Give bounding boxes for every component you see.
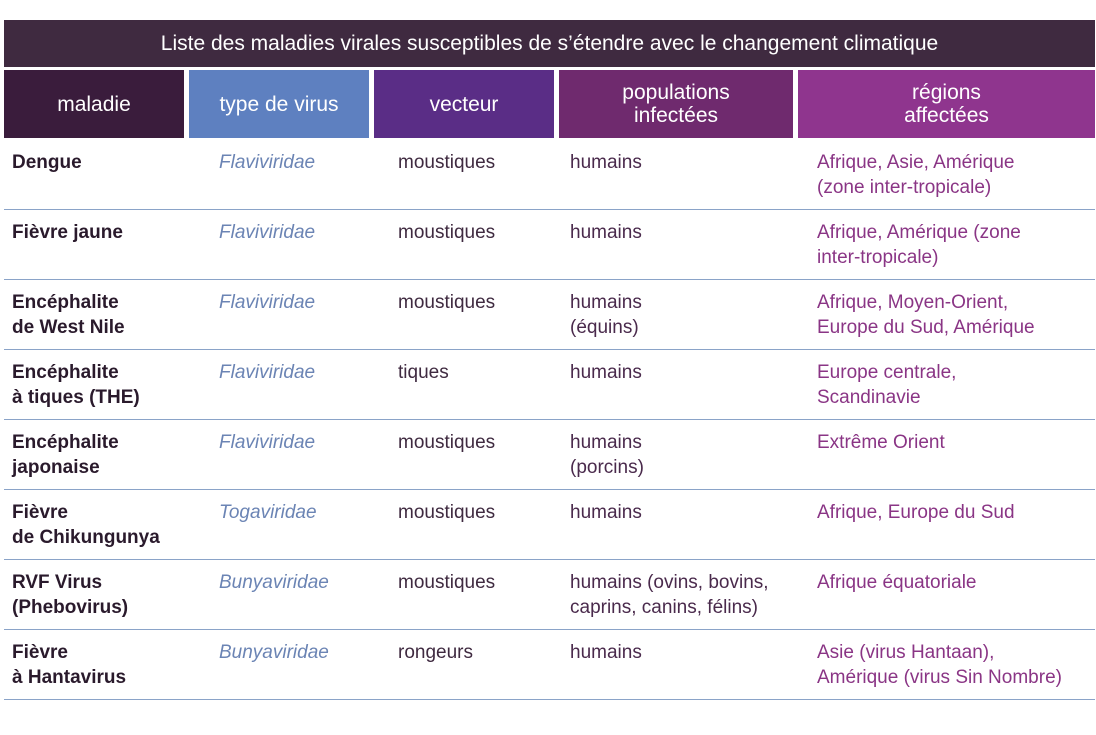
cell-populations: humains <box>570 362 642 383</box>
cell-maladie: Fièvre de Chikungunya <box>12 502 160 548</box>
cell-maladie: RVF Virus (Phebovirus) <box>12 572 129 618</box>
table-row: Encéphalite de West Nile Flaviviridae mo… <box>4 280 1095 350</box>
cell-maladie: Encéphalite de West Nile <box>12 292 125 338</box>
table-title: Liste des maladies virales susceptibles … <box>4 20 1095 67</box>
cell-regions: Afrique, Moyen-Orient, Europe du Sud, Am… <box>817 292 1035 338</box>
header-populations-infectees: populations infectées <box>559 70 793 138</box>
cell-maladie: Dengue <box>12 152 82 173</box>
cell-type-de-virus: Flaviviridae <box>219 152 316 173</box>
cell-populations: humains <box>570 152 642 173</box>
table-row: RVF Virus (Phebovirus) Bunyaviridae mous… <box>4 560 1095 630</box>
cell-populations: humains <box>570 642 642 663</box>
cell-type-de-virus: Togaviridae <box>219 502 317 523</box>
cell-vecteur: tiques <box>398 362 449 383</box>
cell-maladie: Fièvre à Hantavirus <box>12 642 127 688</box>
cell-populations: humains (équins) <box>570 292 642 338</box>
table-body: Dengue Flaviviridae moustiques humains A… <box>4 140 1095 700</box>
cell-vecteur: moustiques <box>398 222 496 243</box>
table-row: Fièvre de Chikungunya Togaviridae mousti… <box>4 490 1095 560</box>
cell-regions: Afrique équatoriale <box>817 572 977 593</box>
cell-type-de-virus: Flaviviridae <box>219 432 316 453</box>
cell-regions: Extrême Orient <box>817 432 945 453</box>
cell-type-de-virus: Flaviviridae <box>219 292 316 313</box>
cell-populations: humains <box>570 502 642 523</box>
cell-regions: Afrique, Europe du Sud <box>817 502 1015 523</box>
table-row: Fièvre à Hantavirus Bunyaviridae rongeur… <box>4 630 1095 700</box>
cell-vecteur: moustiques <box>398 432 496 453</box>
cell-regions: Asie (virus Hantaan), Amérique (virus Si… <box>817 642 1062 688</box>
cell-regions: Afrique, Asie, Amérique (zone inter-trop… <box>817 152 1015 198</box>
header-type-de-virus: type de virus <box>189 70 369 138</box>
cell-populations: humains (ovins, bovins, caprins, canins,… <box>570 572 769 618</box>
cell-vecteur: moustiques <box>398 502 496 523</box>
table-row: Dengue Flaviviridae moustiques humains A… <box>4 140 1095 210</box>
cell-populations: humains <box>570 222 642 243</box>
cell-vecteur: rongeurs <box>398 642 473 663</box>
cell-type-de-virus: Flaviviridae <box>219 222 316 243</box>
table-row: Encéphalite japonaise Flaviviridae moust… <box>4 420 1095 490</box>
header-vecteur: vecteur <box>374 70 554 138</box>
cell-maladie: Encéphalite japonaise <box>12 432 119 478</box>
cell-regions: Europe centrale, Scandinavie <box>817 362 957 408</box>
table-row: Fièvre jaune Flaviviridae moustiques hum… <box>4 210 1095 280</box>
cell-populations: humains (porcins) <box>570 432 644 478</box>
cell-maladie: Fièvre jaune <box>12 222 123 243</box>
cell-vecteur: moustiques <box>398 572 496 593</box>
cell-type-de-virus: Bunyaviridae <box>219 572 329 593</box>
cell-type-de-virus: Flaviviridae <box>219 362 316 383</box>
cell-vecteur: moustiques <box>398 292 496 313</box>
cell-maladie: Encéphalite à tiques (THE) <box>12 362 140 408</box>
cell-type-de-virus: Bunyaviridae <box>219 642 329 663</box>
table-row: Encéphalite à tiques (THE) Flaviviridae … <box>4 350 1095 420</box>
header-maladie: maladie <box>4 70 184 138</box>
cell-vecteur: moustiques <box>398 152 496 173</box>
cell-regions: Afrique, Amérique (zone inter-tropicale) <box>817 222 1021 268</box>
header-regions-affectees: régions affectées <box>798 70 1095 138</box>
